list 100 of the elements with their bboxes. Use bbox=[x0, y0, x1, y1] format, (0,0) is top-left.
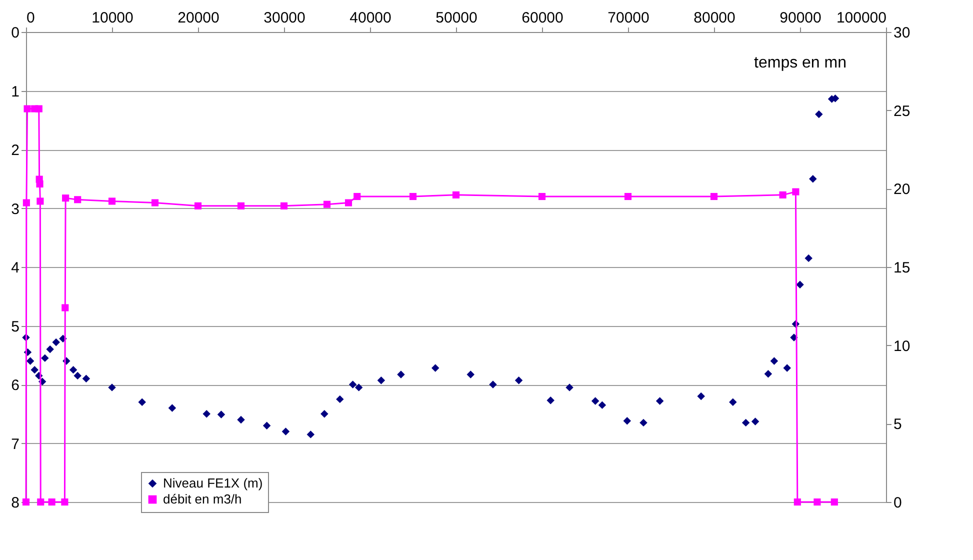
point bbox=[202, 410, 210, 418]
point bbox=[546, 396, 554, 404]
point bbox=[62, 304, 69, 312]
y-tick-label: 8 bbox=[11, 494, 20, 512]
point bbox=[466, 370, 474, 378]
point bbox=[24, 105, 31, 112]
point bbox=[74, 372, 82, 380]
x-tick-label: 0 bbox=[26, 10, 35, 26]
point bbox=[108, 198, 116, 205]
point bbox=[815, 110, 823, 118]
point bbox=[729, 398, 737, 406]
point bbox=[377, 376, 386, 384]
point bbox=[640, 418, 648, 427]
y-tick-label: 0 bbox=[11, 24, 20, 42]
point bbox=[814, 498, 821, 506]
point bbox=[566, 384, 574, 392]
point bbox=[751, 418, 760, 426]
point bbox=[74, 196, 82, 204]
point bbox=[354, 192, 361, 200]
point bbox=[108, 384, 116, 392]
point bbox=[397, 370, 405, 378]
point bbox=[794, 498, 801, 506]
point bbox=[62, 194, 70, 202]
x-tick-label: 50000 bbox=[436, 10, 478, 26]
point bbox=[779, 191, 786, 198]
point bbox=[710, 192, 718, 200]
point bbox=[306, 430, 315, 438]
legend-label: débit en m3/h bbox=[163, 492, 242, 506]
point bbox=[783, 364, 791, 372]
point bbox=[35, 105, 42, 112]
x-tick-label: 10000 bbox=[92, 10, 134, 26]
point bbox=[697, 392, 705, 400]
point bbox=[598, 401, 606, 409]
point bbox=[280, 202, 288, 210]
point bbox=[237, 416, 245, 424]
y-tick-label: 2 bbox=[11, 142, 20, 159]
point bbox=[792, 188, 800, 196]
y2-tick-label: 15 bbox=[894, 260, 910, 276]
point bbox=[138, 398, 146, 406]
point bbox=[320, 410, 328, 418]
point bbox=[82, 374, 90, 382]
point bbox=[37, 498, 44, 506]
y-tick-label: 3 bbox=[11, 200, 20, 218]
point bbox=[48, 498, 56, 506]
x-tick-label: 20000 bbox=[178, 10, 220, 26]
x-tick-label: 30000 bbox=[264, 10, 306, 26]
y2-tick-label: 0 bbox=[894, 494, 902, 512]
point bbox=[538, 192, 546, 200]
point bbox=[30, 366, 38, 374]
y2-tick-label: 30 bbox=[894, 24, 910, 42]
x-tick-label: 60000 bbox=[522, 10, 564, 26]
point bbox=[770, 357, 778, 365]
point bbox=[22, 199, 30, 206]
y2-tick-label: 25 bbox=[894, 102, 910, 120]
point bbox=[796, 280, 804, 288]
point bbox=[336, 395, 344, 404]
y-tick-label: 4 bbox=[11, 260, 20, 276]
point bbox=[624, 192, 632, 200]
point bbox=[830, 498, 838, 506]
point bbox=[46, 345, 54, 354]
x-tick-label: 90000 bbox=[780, 10, 822, 26]
point bbox=[26, 357, 34, 365]
point bbox=[656, 397, 664, 405]
point bbox=[623, 417, 632, 425]
point bbox=[348, 380, 357, 388]
y-tick-label: 7 bbox=[11, 436, 20, 453]
point bbox=[354, 384, 363, 392]
x-tick-label: 100000 bbox=[836, 10, 886, 26]
y-tick-label: 1 bbox=[11, 83, 20, 100]
point bbox=[344, 199, 352, 206]
point bbox=[764, 370, 772, 378]
y2-tick-label: 10 bbox=[894, 338, 910, 355]
point bbox=[591, 397, 600, 405]
y2-tick-label: 20 bbox=[894, 181, 910, 198]
y-tick-label: 5 bbox=[11, 318, 20, 336]
x-tick-label: 70000 bbox=[608, 10, 650, 26]
point bbox=[804, 254, 812, 262]
point bbox=[41, 354, 49, 362]
point bbox=[194, 202, 202, 210]
point bbox=[431, 364, 440, 372]
point bbox=[489, 380, 497, 388]
point bbox=[52, 338, 60, 346]
point bbox=[69, 366, 78, 374]
point bbox=[742, 418, 750, 427]
point bbox=[36, 198, 44, 205]
point bbox=[409, 192, 417, 200]
point bbox=[151, 199, 159, 206]
point bbox=[262, 422, 271, 430]
y2-tick-label: 5 bbox=[894, 416, 902, 434]
point bbox=[61, 498, 68, 506]
y-tick-label: 6 bbox=[11, 377, 20, 394]
x-tick-label: 40000 bbox=[350, 10, 392, 26]
x-tick-label: 80000 bbox=[694, 10, 736, 26]
point bbox=[282, 428, 290, 436]
x-axis-title: temps en mn bbox=[754, 54, 846, 72]
point bbox=[36, 180, 44, 188]
point bbox=[217, 410, 226, 418]
point bbox=[809, 175, 817, 183]
point bbox=[237, 202, 245, 210]
point bbox=[514, 376, 523, 384]
